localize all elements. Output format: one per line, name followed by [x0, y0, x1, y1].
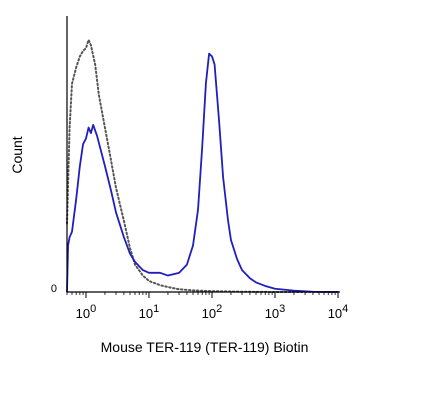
series-line-dotted [66, 38, 339, 293]
series-line-solid [66, 52, 339, 293]
x-tick-label: 104 [328, 303, 349, 321]
x-tick-label-exponent: 1 [153, 303, 159, 315]
x-tick-label-exponent: 0 [90, 303, 96, 315]
x-tick-label: 100 [76, 303, 97, 321]
x-tick-label-base: 10 [76, 306, 90, 321]
x-tick-label-base: 10 [202, 306, 216, 321]
x-tick-label: 102 [202, 303, 223, 321]
x-tick-label-exponent: 4 [342, 303, 348, 315]
x-tick-label-base: 10 [265, 306, 279, 321]
y-axis-label: Count [9, 136, 25, 173]
y-zero-label: 0 [51, 283, 57, 295]
x-tick-label-base: 10 [139, 306, 153, 321]
x-tick-label: 101 [139, 303, 160, 321]
x-tick-label-base: 10 [328, 306, 342, 321]
x-axis-label: Mouse TER-119 (TER-119) Biotin [101, 339, 309, 355]
x-tick-label: 103 [265, 303, 286, 321]
x-tick-label-exponent: 2 [216, 303, 222, 315]
x-tick-label-exponent: 3 [279, 303, 285, 315]
